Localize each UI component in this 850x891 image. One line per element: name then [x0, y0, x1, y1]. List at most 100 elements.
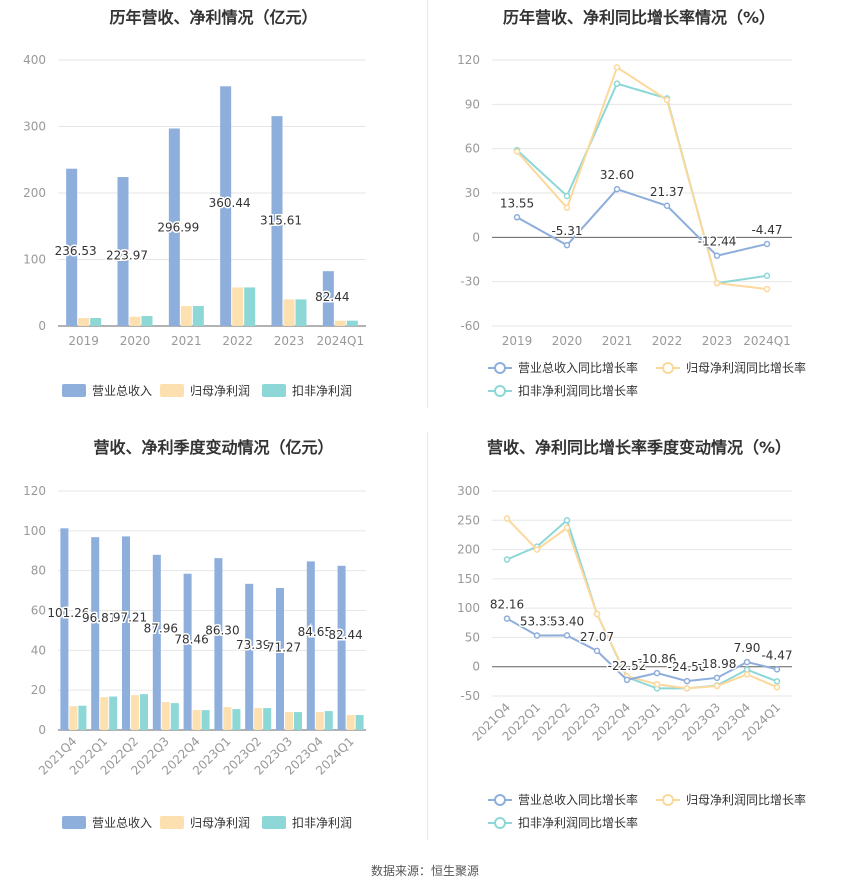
data-label: 7.90	[734, 641, 761, 655]
x-tick-label: 2021	[171, 334, 202, 348]
data-point	[563, 192, 571, 200]
data-point	[503, 515, 511, 522]
annual-growth-rate-chart: -60 -30 0 30 60 90 120 2019 2020 2021 2022 2023 2024…	[457, 53, 806, 398]
data-point	[513, 214, 521, 221]
data-label: 78.46	[174, 632, 208, 646]
data-point	[503, 615, 511, 622]
data-label: 32.60	[600, 168, 634, 182]
x-tick-label: 2019	[68, 334, 99, 348]
annual-growth-rate-panel: 历年营收、净利同比增长率情况（%） -60 -30 0 30 60 90 120 2019 20…	[428, 0, 850, 408]
y-tick-label: -50	[460, 689, 480, 703]
y-tick-label: 250	[457, 513, 480, 527]
bar	[141, 316, 153, 326]
y-tick-label: 150	[457, 572, 480, 586]
y-tick-label: 20	[31, 683, 46, 697]
data-label: 27.07	[580, 630, 614, 644]
data-label: -10.86	[638, 652, 677, 666]
data-point	[663, 96, 671, 104]
bar	[283, 299, 295, 326]
y-tick-label: 300	[457, 484, 480, 498]
data-label: -18.98	[698, 657, 737, 671]
y-tick-label: 100	[23, 253, 46, 267]
y-tick-label: 400	[23, 53, 46, 67]
data-point	[593, 610, 601, 618]
bar	[324, 711, 333, 730]
bar	[232, 287, 244, 326]
y-tick-label: 120	[457, 53, 480, 67]
data-label: -4.47	[761, 648, 792, 662]
data-label: 73.39	[236, 638, 270, 652]
data-label: 86.30	[205, 623, 239, 637]
y-tick-label: 300	[23, 120, 46, 134]
data-point	[563, 241, 571, 249]
bar	[245, 583, 254, 730]
legend-label: 归母净利润同比增长率	[686, 792, 806, 807]
y-tick-label: 0	[472, 660, 480, 674]
bar	[168, 128, 180, 326]
bar	[122, 536, 130, 730]
legend-swatch-marker	[494, 817, 506, 829]
y-tick-label: 200	[23, 186, 46, 200]
legend-label: 营业总收入	[92, 384, 152, 398]
data-label: 360.44	[209, 196, 251, 210]
vertical-divider-bottom	[427, 432, 428, 840]
legend-swatch	[262, 384, 286, 397]
data-point	[533, 546, 541, 553]
series-line	[516, 65, 768, 291]
data-point	[763, 240, 771, 248]
bar	[180, 306, 192, 326]
chart-title: 营收、净利同比增长率季度变动情况（%）	[486, 438, 792, 457]
series-line	[506, 517, 778, 690]
vertical-divider-top	[427, 0, 428, 408]
chart-title: 历年营收、净利同比增长率情况（%）	[502, 8, 776, 27]
legend-swatch-marker	[662, 794, 674, 806]
bar	[271, 116, 283, 326]
quarterly-revenue-profit-panel: 营收、净利季度变动情况（亿元） 0 20 40 60 80 100 120 2021Q4 202…	[0, 428, 427, 848]
data-label: 315.61	[260, 213, 302, 227]
data-label: -5.31	[551, 224, 582, 238]
annual-revenue-profit-chart: 0 100 200 300 400 2019 2020 2021 2022 2023 2024Q1 2…	[23, 53, 366, 398]
x-tick-label: 2024Q1	[317, 334, 365, 348]
bar	[355, 715, 364, 730]
series-line	[506, 617, 778, 683]
y-tick-label: 200	[457, 543, 480, 557]
data-label: 13.55	[500, 196, 534, 210]
bar	[78, 318, 90, 326]
y-tick-label: 100	[457, 601, 480, 615]
bar	[337, 565, 346, 730]
legend-swatch	[160, 816, 184, 829]
y-tick-label: 60	[31, 604, 46, 618]
legend-swatch-marker	[494, 794, 506, 806]
data-label: 82.16	[490, 598, 524, 612]
y-tick-label: 0	[38, 319, 46, 333]
bar	[192, 710, 201, 730]
bar	[315, 712, 324, 730]
quarterly-growth-rate-chart: -500501001502002503002021Q42022Q12022Q22…	[457, 484, 806, 830]
data-source: 数据来源：恒生聚源	[370, 864, 479, 878]
x-tick-label: 2022	[652, 334, 683, 348]
data-label: -4.47	[751, 223, 782, 237]
bar	[66, 168, 78, 326]
y-tick-label: 40	[31, 643, 46, 657]
bar	[192, 306, 204, 326]
data-point	[743, 671, 751, 678]
data-point	[713, 252, 721, 259]
bar	[346, 715, 355, 730]
legend-swatch-marker	[494, 362, 506, 374]
data-point	[533, 632, 541, 639]
bar	[140, 694, 148, 730]
data-point	[763, 272, 771, 280]
bar	[100, 697, 109, 730]
y-tick-label: 90	[465, 97, 480, 111]
data-point	[613, 185, 621, 193]
legend-label: 营业总收入同比增长率	[518, 792, 638, 807]
bar	[346, 320, 358, 326]
bar	[131, 695, 139, 730]
data-label: 53.40	[550, 614, 584, 628]
x-tick-label: 2021	[602, 334, 633, 348]
series-line	[516, 82, 768, 285]
bar	[91, 537, 100, 730]
data-point	[513, 148, 521, 155]
data-label: 96.81	[82, 611, 116, 625]
bar	[170, 703, 179, 730]
